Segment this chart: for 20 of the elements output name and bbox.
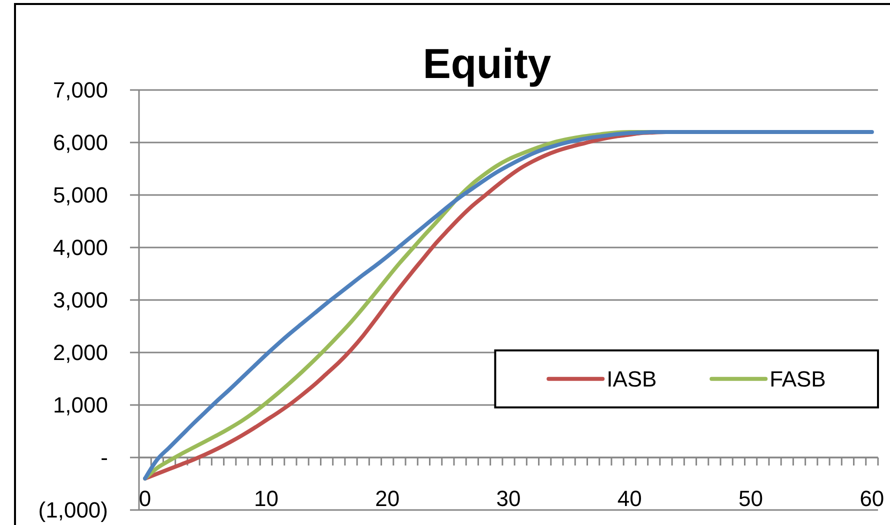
y-tick-label: 5,000 bbox=[52, 182, 108, 208]
x-tick-label: 30 bbox=[496, 486, 521, 511]
x-tick-label: 40 bbox=[617, 486, 642, 511]
line-series bbox=[143, 130, 874, 480]
y-tick-label: 6,000 bbox=[52, 130, 108, 155]
y-tick-label: 1,000 bbox=[52, 392, 108, 418]
y-tick-label: 7,000 bbox=[52, 78, 108, 102]
x-tick-label: 0 bbox=[138, 486, 152, 511]
y-tick-label: 2,000 bbox=[52, 340, 108, 365]
x-tick-label: 10 bbox=[254, 486, 278, 511]
x-tick-label: 60 bbox=[860, 486, 884, 511]
legend-label: IASB bbox=[606, 366, 657, 392]
x-tick-label: 20 bbox=[375, 486, 400, 511]
chart-title: Equity bbox=[422, 40, 552, 87]
legend-label: FASB bbox=[770, 366, 826, 392]
y-tick-label: 4,000 bbox=[52, 235, 108, 260]
y-tick-label: 3,000 bbox=[52, 288, 108, 312]
y-tick-label: - bbox=[100, 445, 108, 470]
y-tick-label: (1,000) bbox=[38, 498, 108, 522]
x-tick-label: 50 bbox=[738, 486, 764, 511]
